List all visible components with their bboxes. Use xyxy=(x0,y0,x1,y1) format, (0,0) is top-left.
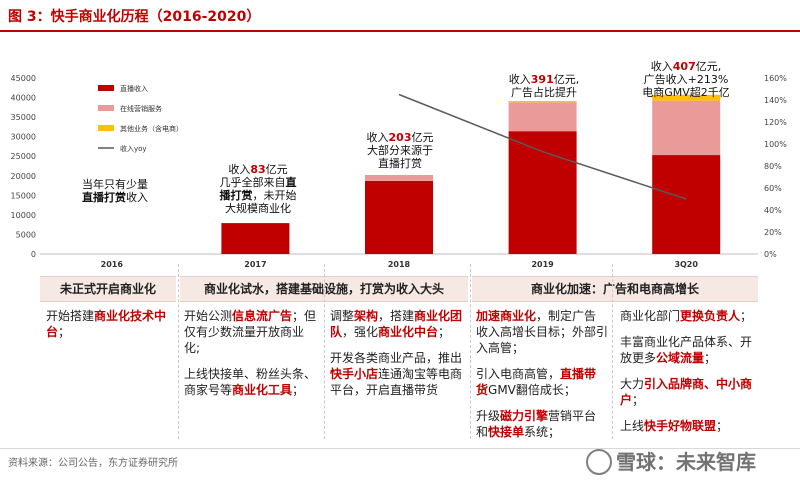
x-tick-label: 3Q20 xyxy=(674,260,698,269)
annotation-2019: 收入391亿元, 广告占比提升 xyxy=(508,73,580,99)
y-tick-label: 35000 xyxy=(11,113,36,122)
column-2018: 调整架构，搭建商业化团队，强化商业化中台； 开发各类商业产品，推出快手小店连通淘… xyxy=(330,308,466,408)
title-bar: 图 3：快手商业化历程（2016-2020） xyxy=(0,0,800,32)
milestone-text: 上线快手好物联盟； xyxy=(620,419,729,433)
column-3q20: 商业化部门更换负责人； 丰富商业化产品体系、开放更多公域流量； 大力引入品牌商、… xyxy=(620,308,758,444)
y-tick-label: 25000 xyxy=(11,152,36,161)
page-title: 图 3：快手商业化历程（2016-2020） xyxy=(8,9,261,25)
bar-segment-1 xyxy=(652,155,721,254)
legend-swatch xyxy=(98,125,114,131)
source-note: 资料来源：公司公告，东方证券研究所 xyxy=(8,458,178,469)
milestone-text: 调整架构，搭建商业化团队，强化商业化中台； xyxy=(330,309,463,339)
legend-label: 收入yoy xyxy=(120,144,147,153)
y2-tick-label: 120% xyxy=(764,118,787,127)
x-tick-label: 2019 xyxy=(531,260,554,269)
column-2016: 开始搭建商业化技术中台； xyxy=(46,308,174,350)
bar-segment-2 xyxy=(652,100,721,156)
y-tick-label: 45000 xyxy=(11,74,36,83)
yoy-line xyxy=(398,93,687,200)
divider xyxy=(324,264,325,439)
y-tick-label: 10000 xyxy=(11,211,36,220)
annotation-2017: 收入83亿元 几乎全部来自直 播打赏，未开始 大规模商业化 xyxy=(219,163,297,215)
column-2019: 加速商业化，制定广告收入高增长目标；外部引入高管； 引入电商高管，直播带货GMV… xyxy=(476,308,608,450)
divider xyxy=(612,264,613,439)
stage-header-1: 未正式开启商业化 xyxy=(40,276,176,302)
milestone-text: 加速商业化，制定广告收入高增长目标；外部引入高管； xyxy=(476,309,609,355)
milestone-text: 商业化部门更换负责人； xyxy=(620,309,753,323)
milestone-text: 引入电商高管，直播带货GMV翻倍成长； xyxy=(476,367,597,397)
legend-label: 其他业务（含电商） xyxy=(120,124,183,133)
y2-tick-label: 80% xyxy=(764,162,782,171)
milestone-text: 开始公测信息流广告；但仅有少数流量开放商业化; xyxy=(184,309,317,355)
milestone-text: 丰富商业化产品体系、开放更多公域流量； xyxy=(620,335,753,365)
legend-swatch xyxy=(98,85,114,91)
y-tick-label: 5000 xyxy=(16,230,36,239)
legend-label: 直播收入 xyxy=(120,84,148,93)
milestone-text: 上线快接单、粉丝头条、商家号等商业化工具； xyxy=(184,367,317,397)
y2-tick-label: 60% xyxy=(764,184,782,193)
x-tick-label: 2016 xyxy=(101,260,124,269)
bar-segment-1 xyxy=(365,180,433,254)
legend-swatch xyxy=(98,105,114,111)
y-tick-label: 20000 xyxy=(11,172,36,181)
bar-segment-2 xyxy=(365,174,433,181)
x-tick-label: 2018 xyxy=(388,260,411,269)
y2-tick-label: 160% xyxy=(764,74,787,83)
revenue-chart: 0 5000 10000 15000 20000 25000 30000 35000 40000… xyxy=(11,74,788,269)
divider xyxy=(178,264,179,439)
y2-tick-label: 40% xyxy=(764,206,782,215)
y2-tick-label: 20% xyxy=(764,228,782,237)
bar-segment-1 xyxy=(221,223,290,254)
y2-tick-label: 0% xyxy=(764,250,777,259)
y-tick-label: 0 xyxy=(31,250,36,259)
annotation-2016: 当年只有少量 直播打赏收入 xyxy=(82,178,148,204)
y-tick-label: 40000 xyxy=(11,94,36,103)
watermark: 雪球：未来智库 xyxy=(586,446,756,477)
y2-tick-label: 100% xyxy=(764,140,787,149)
milestone-text: 开始搭建商业化技术中台； xyxy=(46,309,167,339)
footer-divider xyxy=(0,448,800,449)
y2-tick-label: 140% xyxy=(764,96,787,105)
milestone-text: 大力引入品牌商、中小商户； xyxy=(620,377,753,407)
divider xyxy=(470,264,471,439)
annotation-3q20: 收入407亿元, 广告收入+213% 电商GMV超2千亿 xyxy=(642,60,730,99)
y-tick-label: 30000 xyxy=(11,133,36,142)
bar-segment-1 xyxy=(508,131,577,254)
milestone-text: 升级磁力引擎营销平台和快接单系统； xyxy=(476,409,597,439)
bar-segment-3 xyxy=(508,101,577,103)
x-tick-label: 2017 xyxy=(244,260,266,269)
column-2017: 开始公测信息流广告；但仅有少数流量开放商业化; 上线快接单、粉丝头条、商家号等商… xyxy=(184,308,320,408)
milestone-text: 开发各类商业产品，推出快手小店连通淘宝等电商平台，开启直播带货 xyxy=(330,351,463,397)
snowball-logo-icon xyxy=(586,448,612,475)
bar-segment-3 xyxy=(652,94,721,101)
bar-segment-2 xyxy=(508,102,577,132)
legend-label: 在线营销服务 xyxy=(120,104,162,113)
annotation-2018: 收入203亿元 大部分来源于 直播打赏 xyxy=(366,131,434,170)
stage-header-3: 商业化加速：广告和电商高增长 xyxy=(472,276,758,302)
y-tick-label: 15000 xyxy=(11,191,36,200)
